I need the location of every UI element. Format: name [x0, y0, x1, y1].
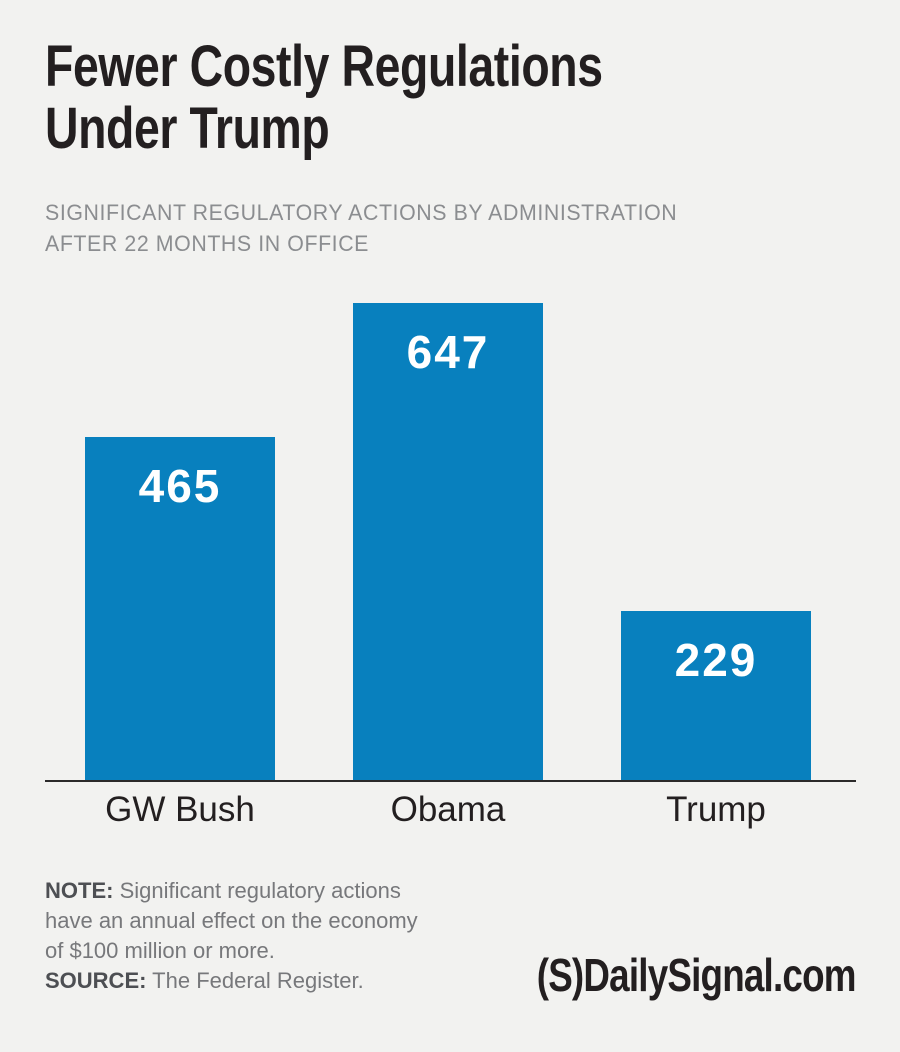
bar-trump: 229: [621, 611, 811, 780]
bar-value-label-obama: 647: [406, 326, 490, 378]
x-axis-label-gw-bush: GW Bush: [105, 790, 255, 829]
x-axis-label-trump: Trump: [666, 790, 766, 829]
chart-subtitle-line-2: AFTER 22 MONTHS IN OFFICE: [45, 231, 370, 256]
source-line: SOURCE: The Federal Register.: [45, 966, 418, 996]
bar-value-label-gw-bush: 465: [138, 460, 222, 512]
footnote: NOTE: Significant regulatory actions hav…: [45, 876, 418, 996]
source-text: The Federal Register.: [152, 968, 364, 993]
bar-value-label-trump: 229: [674, 634, 758, 686]
x-axis-labels: GW Bush Obama Trump: [45, 790, 856, 834]
daily-signal-logo: (S)DailySignal.com: [537, 948, 857, 1002]
page-title-line-1: Fewer Costly Regulations: [45, 34, 603, 99]
page-title: Fewer Costly Regulations Under Trump: [45, 36, 603, 160]
footnote-line-1: NOTE: Significant regulatory actions: [45, 876, 418, 906]
chart-subtitle-line-1: SIGNIFICANT REGULATORY ACTIONS BY ADMINI…: [45, 200, 678, 225]
daily-signal-logo-mark-icon: (S): [537, 949, 584, 1001]
daily-signal-logo-text: DailySignal.com: [583, 949, 857, 1001]
bar-obama: 647: [353, 303, 543, 780]
x-axis-label-obama: Obama: [390, 790, 506, 829]
note-label: NOTE:: [45, 878, 114, 903]
note-text-1: Significant regulatory actions: [119, 878, 401, 903]
footnote-line-3: of $100 million or more.: [45, 936, 418, 966]
footnote-line-2: have an annual effect on the economy: [45, 906, 418, 936]
bar-chart-plot-area: 465 647 229: [45, 303, 856, 782]
note-text-2: have an annual effect on the economy: [45, 908, 418, 933]
page-title-line-2: Under Trump: [45, 96, 330, 161]
bar-gw-bush: 465: [85, 437, 275, 780]
chart-subtitle: SIGNIFICANT REGULATORY ACTIONS BY ADMINI…: [45, 197, 677, 259]
note-text-3: of $100 million or more.: [45, 938, 275, 963]
source-label: SOURCE:: [45, 968, 147, 993]
